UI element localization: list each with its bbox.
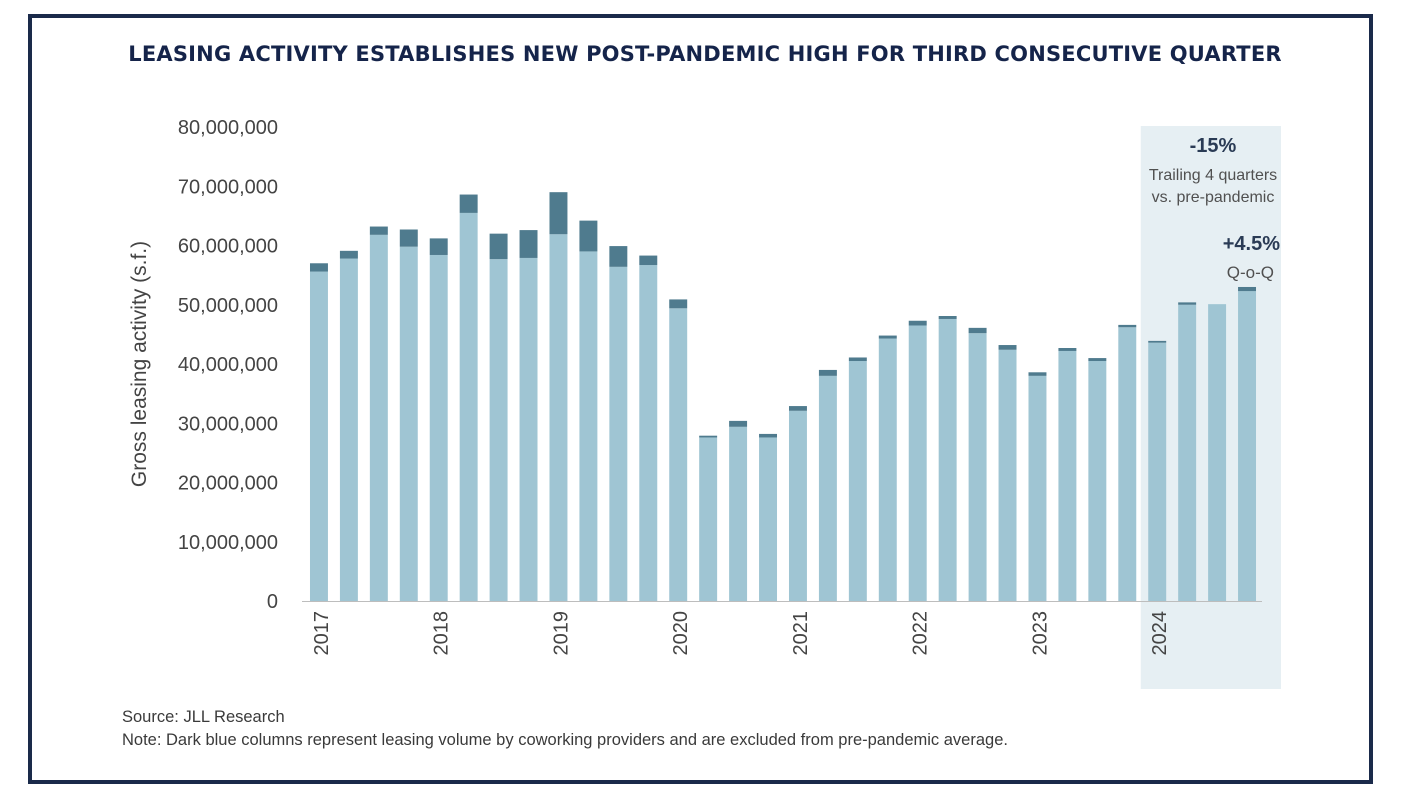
bar-base — [579, 251, 598, 602]
bar-coworking — [998, 345, 1017, 350]
bar-base — [639, 265, 658, 601]
bar-coworking — [519, 230, 538, 258]
x-tick-label: 2020 — [670, 611, 692, 656]
bar-base — [788, 410, 807, 601]
qoq-annotation-label: Q-o-Q — [1227, 263, 1274, 282]
y-tick-label: 20,000,000 — [178, 473, 278, 495]
bar-base — [878, 338, 897, 601]
bar-coworking — [878, 335, 897, 339]
y-tick-label: 80,000,000 — [178, 117, 278, 139]
y-tick-label: 30,000,000 — [178, 413, 278, 435]
y-axis-label: Gross leasing activity (s.f.) — [128, 241, 151, 487]
x-tick-label: 2018 — [431, 611, 453, 656]
bars-group — [309, 192, 1257, 602]
x-tick-label: 2024 — [1149, 611, 1171, 656]
qoq-annotation-value: +4.5% — [1223, 233, 1280, 255]
bar-coworking — [369, 226, 388, 235]
bar-coworking — [1178, 302, 1197, 305]
bar-coworking — [1088, 358, 1107, 362]
bar-base — [759, 437, 778, 601]
bar-base — [699, 437, 718, 601]
bar-base — [1058, 350, 1077, 601]
bar-base — [519, 257, 538, 601]
bar-coworking — [339, 250, 358, 259]
bar-base — [998, 349, 1017, 601]
bar-base — [729, 426, 748, 601]
bar-coworking — [699, 435, 718, 438]
bar-coworking — [729, 420, 748, 427]
bar-coworking — [639, 255, 658, 266]
trailing-annotation-line1: Trailing 4 quarters — [1149, 167, 1277, 184]
bar-base — [938, 318, 957, 601]
x-tick-label: 2023 — [1029, 611, 1051, 656]
bar-base — [1178, 304, 1197, 601]
bar-coworking — [669, 299, 688, 309]
bar-base — [1118, 327, 1137, 601]
bar-coworking — [549, 192, 568, 235]
bar-coworking — [968, 327, 987, 334]
bar-coworking — [399, 229, 418, 247]
trailing-annotation-value: -15% — [1190, 135, 1237, 157]
y-axis: 0 10,000,000 20,000,000 30,000,000 40,000,00… — [178, 117, 278, 613]
bar-coworking — [1118, 324, 1137, 328]
footnotes: Source: JLL Research Note: Dark blue col… — [122, 706, 1008, 752]
source-note: Source: JLL Research — [122, 708, 285, 726]
bar-coworking — [459, 194, 478, 213]
y-tick-label: 40,000,000 — [178, 354, 278, 376]
bar-coworking — [489, 233, 508, 260]
bar-coworking — [1148, 340, 1167, 343]
bar-coworking — [938, 316, 957, 319]
y-tick-label: 60,000,000 — [178, 236, 278, 258]
bar-base — [848, 361, 867, 601]
bar-base — [1238, 291, 1257, 601]
bar-coworking — [1028, 372, 1047, 376]
bar-coworking — [818, 369, 837, 376]
bar-base — [1088, 361, 1107, 601]
bar-base — [968, 333, 987, 601]
bar-base — [429, 254, 448, 602]
y-tick-label: 0 — [267, 591, 278, 613]
bar-coworking — [309, 263, 328, 272]
trailing-annotation-line2: vs. pre-pandemic — [1152, 189, 1275, 206]
bar-base — [669, 308, 688, 601]
bar-base — [1148, 342, 1167, 601]
bar-coworking — [1058, 348, 1077, 351]
x-tick-label: 2019 — [550, 611, 572, 656]
bar-base — [908, 325, 927, 601]
bar-base — [369, 234, 388, 601]
bar-coworking — [609, 246, 628, 267]
chart-title: LEASING ACTIVITY ESTABLISHES NEW POST-PA… — [128, 42, 1282, 66]
bar-base — [609, 266, 628, 601]
bar-coworking — [848, 357, 867, 362]
bar-base — [489, 259, 508, 601]
explanatory-note: Note: Dark blue columns represent leasin… — [122, 731, 1008, 749]
bar-base — [459, 212, 478, 601]
y-tick-label: 50,000,000 — [178, 295, 278, 317]
x-tick-label: 2021 — [790, 611, 812, 656]
bar-base — [309, 271, 328, 601]
bar-base — [1028, 375, 1047, 601]
bar-base — [399, 246, 418, 601]
bar-coworking — [579, 220, 598, 252]
bar-base — [549, 234, 568, 601]
bar-base — [339, 258, 358, 601]
x-tick-label: 2022 — [910, 611, 932, 656]
bar-base — [818, 375, 837, 601]
bar-coworking — [788, 406, 807, 411]
bar-coworking — [1238, 286, 1257, 292]
bar-coworking — [759, 433, 778, 438]
x-tick-label: 2017 — [311, 611, 333, 656]
x-axis: 2017 2018 2019 2020 2021 2022 2023 2024 — [302, 601, 1262, 656]
bar-base — [1208, 304, 1227, 601]
y-tick-label: 10,000,000 — [178, 532, 278, 554]
bar-coworking — [429, 238, 448, 255]
y-tick-label: 70,000,000 — [178, 176, 278, 198]
bar-coworking — [908, 320, 927, 326]
